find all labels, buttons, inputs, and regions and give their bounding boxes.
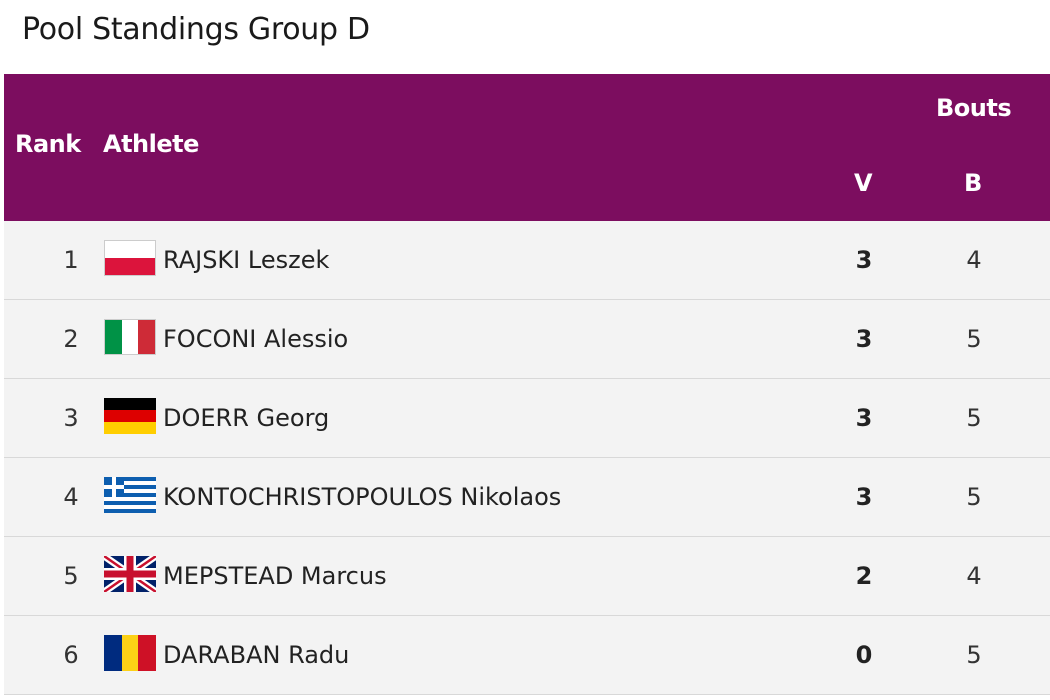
greece-flag-icon — [104, 477, 156, 513]
rank-cell: 2 — [63, 325, 79, 353]
standings-table: Rank Athlete Bouts V B 1 RAJSKI Leszek 3… — [4, 74, 1050, 695]
page-title: Pool Standings Group D — [22, 12, 370, 47]
athlete-name[interactable]: KONTOCHRISTOPOULOS Nikolaos — [163, 483, 562, 511]
rank-cell: 5 — [63, 562, 79, 590]
victories-cell: 3 — [855, 325, 873, 353]
header-rank[interactable]: Rank — [15, 130, 81, 158]
italy-flag-icon — [104, 319, 156, 355]
rank-cell: 4 — [63, 483, 79, 511]
table-header: Rank Athlete Bouts V B — [4, 74, 1050, 221]
table-row[interactable]: 4 KONTOCHRISTOPOULOS Nikolaos 3 5 — [4, 458, 1050, 537]
bouts-cell: 5 — [966, 641, 982, 669]
table-row[interactable]: 3 DOERR Georg 3 5 — [4, 379, 1050, 458]
victories-cell: 2 — [855, 562, 873, 590]
victories-cell: 3 — [855, 483, 873, 511]
table-row[interactable]: 5 MEPSTEAD Marcus 2 4 — [4, 537, 1050, 616]
bouts-cell: 5 — [966, 325, 982, 353]
bouts-cell: 4 — [966, 246, 982, 274]
rank-cell: 3 — [63, 404, 79, 432]
header-victories[interactable]: V — [854, 169, 873, 197]
athlete-name[interactable]: RAJSKI Leszek — [163, 246, 330, 274]
romania-flag-icon — [104, 635, 156, 671]
header-athlete[interactable]: Athlete — [103, 130, 199, 158]
great-britain-flag-icon — [104, 556, 156, 592]
poland-flag-icon — [104, 240, 156, 276]
table-row[interactable]: 6 DARABAN Radu 0 5 — [4, 616, 1050, 695]
header-bouts: Bouts — [936, 94, 1012, 122]
athlete-name[interactable]: DARABAN Radu — [163, 641, 350, 669]
bouts-cell: 5 — [966, 404, 982, 432]
rank-cell: 1 — [63, 246, 79, 274]
bouts-cell: 5 — [966, 483, 982, 511]
victories-cell: 3 — [855, 404, 873, 432]
athlete-name[interactable]: DOERR Georg — [163, 404, 330, 432]
athlete-name[interactable]: FOCONI Alessio — [163, 325, 349, 353]
header-bouts-count[interactable]: B — [964, 169, 982, 197]
athlete-name[interactable]: MEPSTEAD Marcus — [163, 562, 387, 590]
germany-flag-icon — [104, 398, 156, 434]
victories-cell: 3 — [855, 246, 873, 274]
victories-cell: 0 — [855, 641, 873, 669]
table-row[interactable]: 2 FOCONI Alessio 3 5 — [4, 300, 1050, 379]
rank-cell: 6 — [63, 641, 79, 669]
bouts-cell: 4 — [966, 562, 982, 590]
table-row[interactable]: 1 RAJSKI Leszek 3 4 — [4, 221, 1050, 300]
